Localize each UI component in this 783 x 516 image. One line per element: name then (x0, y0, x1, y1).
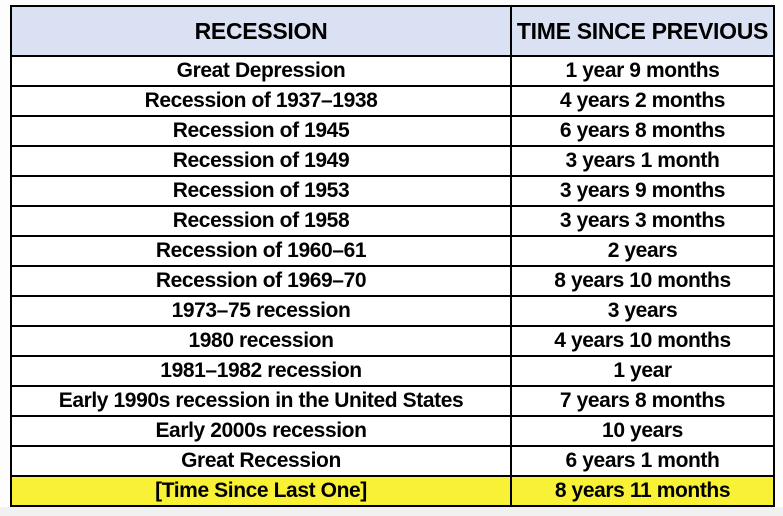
recession-cell: Recession of 1960–61 (10, 235, 512, 267)
column-header-time-since-previous: TIME SINCE PREVIOUS (510, 5, 775, 57)
time-cell: 1 year 9 months (510, 55, 775, 87)
header-row: RECESSION TIME SINCE PREVIOUS (10, 5, 775, 57)
recession-cell: 1980 recession (10, 325, 512, 357)
time-cell: 6 years 8 months (510, 115, 775, 147)
time-cell: 4 years 10 months (510, 325, 775, 357)
recessions-table: RECESSION TIME SINCE PREVIOUS Great Depr… (10, 5, 775, 507)
table-row: Recession of 1958 3 years 3 months (10, 205, 775, 237)
recession-cell: 1981–1982 recession (10, 355, 512, 387)
time-cell: 1 year (510, 355, 775, 387)
recession-cell: 1973–75 recession (10, 295, 512, 327)
recession-cell: Recession of 1958 (10, 205, 512, 237)
recession-cell: Great Depression (10, 55, 512, 87)
bottom-margin-strip (0, 507, 783, 516)
table-row: Early 1990s recession in the United Stat… (10, 385, 775, 417)
table-row: Recession of 1969–70 8 years 10 months (10, 265, 775, 297)
time-cell: 3 years 9 months (510, 175, 775, 207)
time-cell: 7 years 8 months (510, 385, 775, 417)
recession-cell: Early 1990s recession in the United Stat… (10, 385, 512, 417)
recession-cell: Early 2000s recession (10, 415, 512, 447)
time-cell: 8 years 11 months (510, 475, 775, 507)
recession-cell: Recession of 1945 (10, 115, 512, 147)
table-row: 1980 recession 4 years 10 months (10, 325, 775, 357)
table-row: Recession of 1960–61 2 years (10, 235, 775, 267)
table-row: Great Depression 1 year 9 months (10, 55, 775, 87)
table-row: 1973–75 recession 3 years (10, 295, 775, 327)
recession-cell: Recession of 1953 (10, 175, 512, 207)
column-header-recession: RECESSION (10, 5, 512, 57)
time-cell: 10 years (510, 415, 775, 447)
table-row: Recession of 1949 3 years 1 month (10, 145, 775, 177)
time-cell: 8 years 10 months (510, 265, 775, 297)
time-cell: 2 years (510, 235, 775, 267)
table-row: Great Recession 6 years 1 month (10, 445, 775, 477)
table-row: 1981–1982 recession 1 year (10, 355, 775, 387)
table-row: Recession of 1937–1938 4 years 2 months (10, 85, 775, 117)
table-row-highlighted: [Time Since Last One] 8 years 11 months (10, 475, 775, 507)
time-cell: 6 years 1 month (510, 445, 775, 477)
time-cell: 3 years (510, 295, 775, 327)
table-row: Recession of 1945 6 years 8 months (10, 115, 775, 147)
recession-cell: [Time Since Last One] (10, 475, 512, 507)
table-row: Recession of 1953 3 years 9 months (10, 175, 775, 207)
time-cell: 4 years 2 months (510, 85, 775, 117)
table-row: Early 2000s recession 10 years (10, 415, 775, 447)
recession-cell: Great Recession (10, 445, 512, 477)
time-cell: 3 years 1 month (510, 145, 775, 177)
recession-cell: Recession of 1949 (10, 145, 512, 177)
time-cell: 3 years 3 months (510, 205, 775, 237)
recession-cell: Recession of 1969–70 (10, 265, 512, 297)
recession-cell: Recession of 1937–1938 (10, 85, 512, 117)
